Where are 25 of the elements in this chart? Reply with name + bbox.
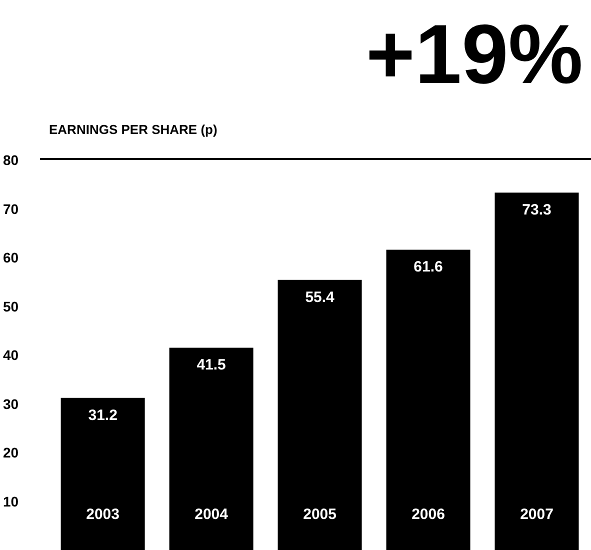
y-tick-label: 10 [2, 493, 19, 510]
y-tick-label: 20 [2, 444, 19, 460]
y-tick-label: 30 [2, 396, 19, 412]
chart-title: EARNINGS PER SHARE (p) [49, 122, 218, 137]
data-label: 31.2 [88, 406, 118, 424]
bar [494, 192, 579, 550]
text: +19% [366, 7, 584, 101]
data-label: 55.4 [305, 288, 336, 306]
x-tick-label: 2007 [520, 506, 554, 523]
data-label: 41.5 [196, 356, 226, 374]
x-tick-label: 2004 [194, 506, 229, 523]
data-label: 61.6 [414, 258, 443, 276]
y-tick-label: 70 [2, 200, 19, 217]
x-tick-label: 2005 [303, 506, 336, 523]
bar [386, 250, 470, 550]
y-tick-label: 50 [2, 298, 19, 314]
x-tick-label: 2006 [412, 506, 445, 523]
y-tick-label: 80 [2, 152, 19, 168]
bar [169, 348, 254, 550]
data-label: 73.3 [522, 202, 552, 219]
bar [278, 280, 362, 550]
bar [60, 398, 145, 550]
y-tick-label: 40 [2, 347, 19, 363]
y-tick-label: 60 [2, 250, 19, 266]
x-tick-label: 2003 [86, 506, 120, 523]
